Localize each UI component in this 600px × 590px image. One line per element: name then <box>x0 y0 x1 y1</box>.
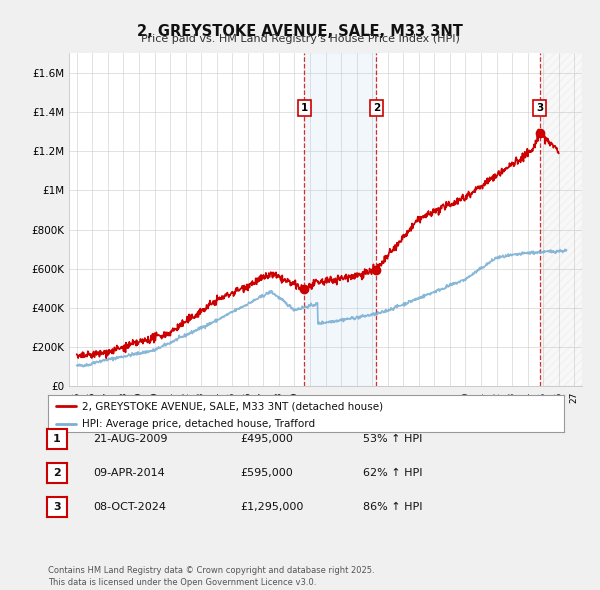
Text: 21-AUG-2009: 21-AUG-2009 <box>93 434 167 444</box>
Text: Price paid vs. HM Land Registry's House Price Index (HPI): Price paid vs. HM Land Registry's House … <box>140 34 460 44</box>
Text: 2, GREYSTOKE AVENUE, SALE, M33 3NT (detached house): 2, GREYSTOKE AVENUE, SALE, M33 3NT (deta… <box>82 401 383 411</box>
Text: 1: 1 <box>301 103 308 113</box>
Text: 53% ↑ HPI: 53% ↑ HPI <box>363 434 422 444</box>
Bar <box>539 53 582 386</box>
Text: 86% ↑ HPI: 86% ↑ HPI <box>363 503 422 512</box>
Text: HPI: Average price, detached house, Trafford: HPI: Average price, detached house, Traf… <box>82 419 314 429</box>
Bar <box>304 53 376 386</box>
Text: 09-APR-2014: 09-APR-2014 <box>93 468 165 478</box>
Text: 3: 3 <box>536 103 543 113</box>
Text: 2: 2 <box>373 103 380 113</box>
Text: 08-OCT-2024: 08-OCT-2024 <box>93 503 166 512</box>
Text: Contains HM Land Registry data © Crown copyright and database right 2025.
This d: Contains HM Land Registry data © Crown c… <box>48 566 374 587</box>
Text: £495,000: £495,000 <box>240 434 293 444</box>
Text: 2, GREYSTOKE AVENUE, SALE, M33 3NT: 2, GREYSTOKE AVENUE, SALE, M33 3NT <box>137 24 463 38</box>
Text: 2: 2 <box>53 468 61 478</box>
Text: 1: 1 <box>53 434 61 444</box>
Text: 62% ↑ HPI: 62% ↑ HPI <box>363 468 422 478</box>
Text: 3: 3 <box>53 503 61 512</box>
Text: £595,000: £595,000 <box>240 468 293 478</box>
Text: £1,295,000: £1,295,000 <box>240 503 304 512</box>
